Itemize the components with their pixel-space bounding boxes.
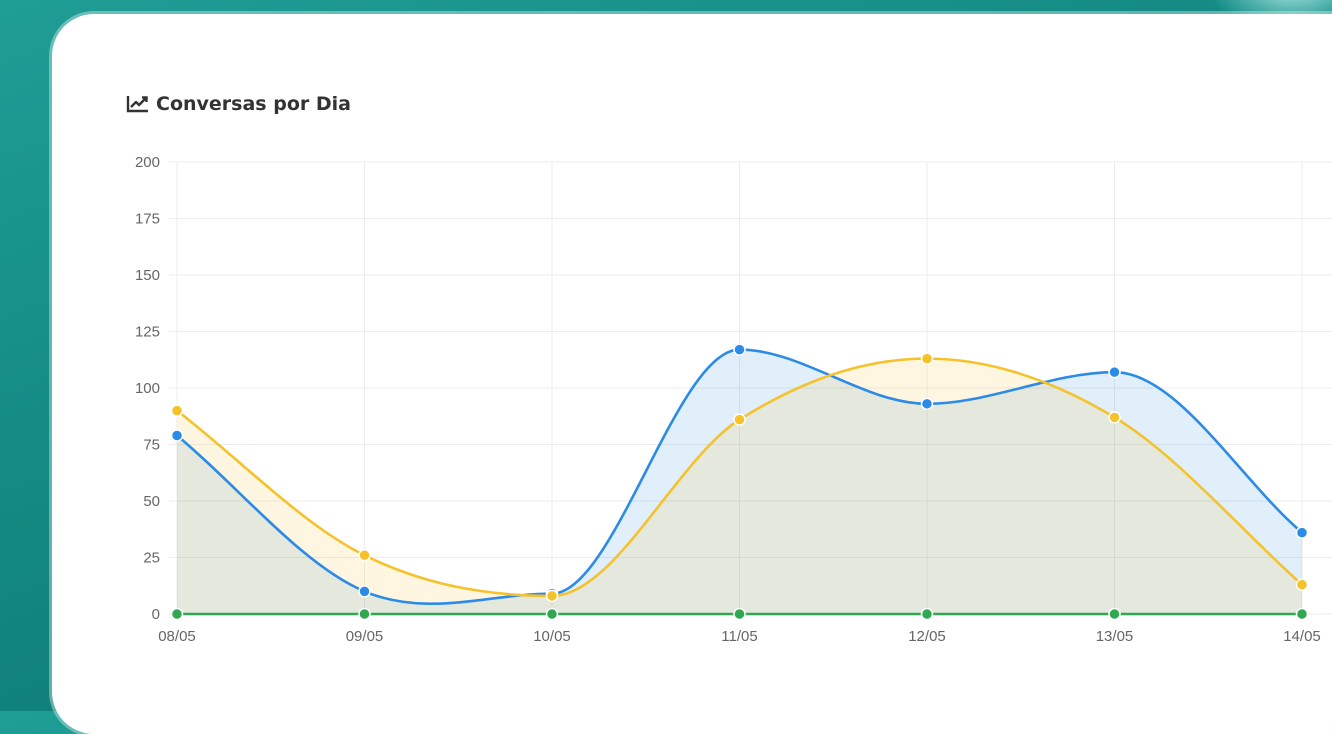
series-yellow-point bbox=[358, 548, 371, 562]
line-chart-icon bbox=[126, 94, 150, 114]
line-chart: 0 25 50 75 100 125 150 175 200 08/05 09/05 10/05 11/… bbox=[135, 154, 1332, 645]
series-yellow-point bbox=[1295, 578, 1309, 591]
series-yellow-point bbox=[545, 589, 559, 603]
y-tick-label: 150 bbox=[135, 267, 160, 284]
series-blue-point bbox=[920, 397, 934, 411]
y-tick-label: 125 bbox=[135, 324, 160, 341]
series-green-point bbox=[170, 607, 184, 621]
y-tick-label: 175 bbox=[135, 211, 160, 228]
y-tick-label: 50 bbox=[143, 493, 160, 510]
y-tick-label: 200 bbox=[135, 154, 160, 171]
series-blue-point bbox=[170, 429, 184, 442]
x-tick-label: 14/05 bbox=[1283, 628, 1321, 645]
series-yellow-point bbox=[170, 404, 184, 417]
y-tick-label: 100 bbox=[135, 380, 160, 397]
x-tick-label: 13/05 bbox=[1096, 628, 1134, 645]
series-blue-area bbox=[177, 349, 1302, 614]
series-yellow-area bbox=[177, 358, 1302, 614]
series-yellow-point bbox=[1108, 411, 1121, 424]
y-tick-label: 75 bbox=[143, 437, 160, 454]
series-green-point bbox=[1108, 607, 1121, 621]
y-tick-label: 0 bbox=[152, 606, 160, 623]
series-blue-point bbox=[358, 585, 371, 598]
x-tick-label: 09/05 bbox=[346, 628, 384, 645]
x-tick-label: 12/05 bbox=[908, 628, 946, 645]
chart-title: Conversas por Dia bbox=[126, 90, 351, 118]
chart-title-text: Conversas por Dia bbox=[156, 93, 351, 115]
y-tick-label: 25 bbox=[143, 550, 160, 567]
series-yellow-point bbox=[733, 413, 746, 426]
series-blue-point bbox=[733, 343, 746, 356]
x-tick-label: 08/05 bbox=[158, 628, 196, 645]
series-green-point bbox=[1295, 607, 1309, 621]
series-blue-point bbox=[1108, 365, 1121, 379]
series-green-point bbox=[733, 607, 746, 621]
x-tick-label: 10/05 bbox=[533, 628, 571, 645]
series-yellow-point bbox=[920, 352, 934, 365]
series-green-point bbox=[545, 607, 559, 621]
series-blue-point bbox=[1295, 526, 1309, 539]
series-green-point bbox=[920, 607, 934, 621]
series-green-point bbox=[358, 607, 371, 621]
x-tick-label: 11/05 bbox=[721, 628, 757, 645]
